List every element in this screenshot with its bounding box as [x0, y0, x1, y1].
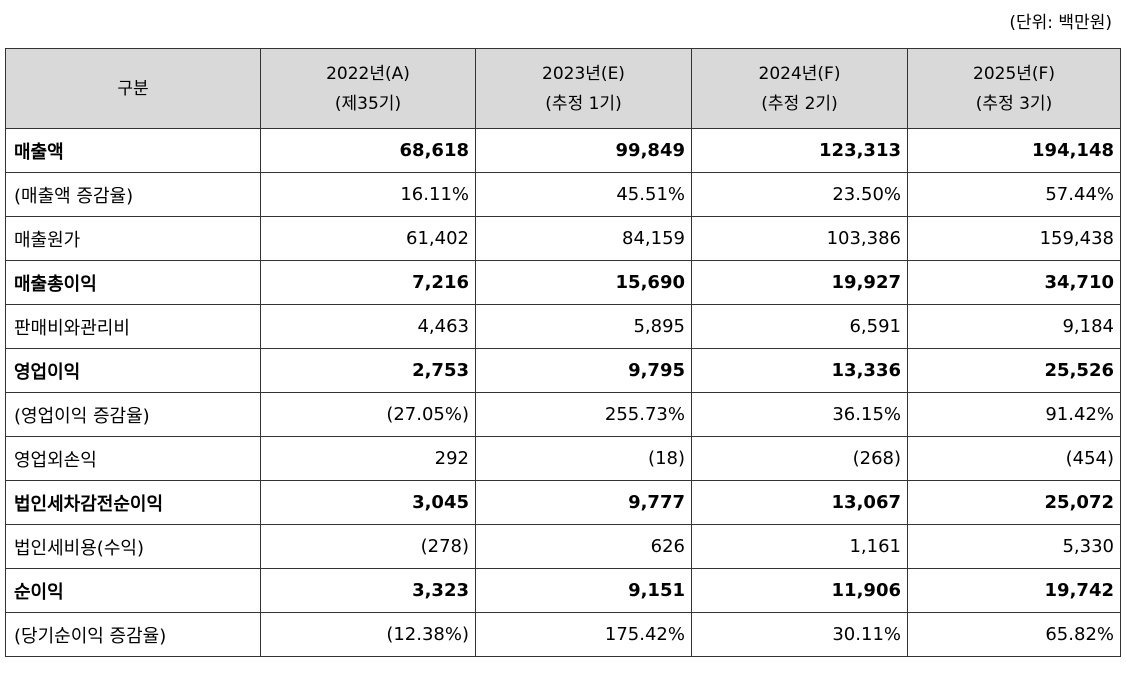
row-label: 영업외손익	[5, 436, 261, 481]
row-label: 법인세차감전순이익	[5, 480, 261, 525]
row-value: 13,067	[691, 480, 908, 525]
row-label: (당기순이익 증감율)	[5, 612, 261, 657]
row-label: 매출원가	[5, 216, 261, 261]
row-value: 103,386	[691, 216, 908, 261]
row-label: 순이익	[5, 568, 261, 613]
row-label: 판매비와관리비	[5, 304, 261, 349]
row-value: 255.73%	[475, 392, 692, 437]
row-value: 3,045	[260, 480, 476, 525]
header-row: 구분 2022년(A) (제35기) 2023년(E) (추정 1기) 2024…	[5, 48, 1121, 129]
row-value: 292	[260, 436, 476, 481]
row-value: 9,151	[475, 568, 692, 613]
row-value: (454)	[907, 436, 1121, 481]
row-value: 23.50%	[691, 172, 908, 217]
row-value: 91.42%	[907, 392, 1121, 437]
row-value: 5,895	[475, 304, 692, 349]
table-row: (영업이익 증감율) (27.05%) 255.73% 36.15% 91.42%	[5, 392, 1121, 437]
row-value: (18)	[475, 436, 692, 481]
table-row: 법인세비용(수익) (278) 626 1,161 5,330	[5, 524, 1121, 569]
row-value: 5,330	[907, 524, 1121, 569]
row-value: 13,336	[691, 348, 908, 393]
table-body: 매출액 68,618 99,849 123,313 194,148 (매출액 증감율) 16…	[5, 128, 1121, 657]
table-row: 매출원가 61,402 84,159 103,386 159,438	[5, 216, 1121, 261]
row-value: 65.82%	[907, 612, 1121, 657]
row-value: 7,216	[260, 260, 476, 305]
row-label: 법인세비용(수익)	[5, 524, 261, 569]
row-value: 9,777	[475, 480, 692, 525]
unit-note: (단위: 백만원)	[1009, 13, 1112, 33]
row-value: 16.11%	[260, 172, 476, 217]
header-sub: (제35기)	[334, 93, 402, 114]
row-value: 4,463	[260, 304, 476, 349]
header-col-2023: 2023년(E) (추정 1기)	[475, 48, 692, 129]
row-value: 30.11%	[691, 612, 908, 657]
row-value: 9,184	[907, 304, 1121, 349]
row-value: 36.15%	[691, 392, 908, 437]
row-value: 1,161	[691, 524, 908, 569]
row-value: 15,690	[475, 260, 692, 305]
header-year: 2022년(A)	[326, 63, 410, 84]
row-value: 45.51%	[475, 172, 692, 217]
row-value: 68,618	[260, 128, 476, 173]
header-sub: (추정 1기)	[545, 93, 622, 114]
table-row: 매출액 68,618 99,849 123,313 194,148	[5, 128, 1121, 173]
row-value: 175.42%	[475, 612, 692, 657]
row-value: (27.05%)	[260, 392, 476, 437]
header-category: 구분	[5, 48, 261, 129]
row-value: 25,526	[907, 348, 1121, 393]
row-value: 25,072	[907, 480, 1121, 525]
row-value: 19,742	[907, 568, 1121, 613]
row-value: 11,906	[691, 568, 908, 613]
row-value: 19,927	[691, 260, 908, 305]
row-value: 626	[475, 524, 692, 569]
header-sub: (추정 3기)	[975, 93, 1053, 114]
row-value: 2,753	[260, 348, 476, 393]
table-row: 영업이익 2,753 9,795 13,336 25,526	[5, 348, 1121, 393]
header-col-2022: 2022년(A) (제35기)	[260, 48, 476, 129]
table-row: 영업외손익 292 (18) (268) (454)	[5, 436, 1121, 481]
row-value: 123,313	[691, 128, 908, 173]
table-row: 판매비와관리비 4,463 5,895 6,591 9,184	[5, 304, 1121, 349]
table-row: 법인세차감전순이익 3,045 9,777 13,067 25,072	[5, 480, 1121, 525]
row-value: 6,591	[691, 304, 908, 349]
header-col-2025: 2025년(F) (추정 3기)	[907, 48, 1121, 129]
row-value: (268)	[691, 436, 908, 481]
row-label: 영업이익	[5, 348, 261, 393]
table-row: 순이익 3,323 9,151 11,906 19,742	[5, 568, 1121, 613]
table-row: (당기순이익 증감율) (12.38%) 175.42% 30.11% 65.82%	[5, 612, 1121, 657]
financial-table: 구분 2022년(A) (제35기) 2023년(E) (추정 1기) 2024…	[5, 48, 1121, 657]
row-value: 194,148	[907, 128, 1121, 173]
row-value: (278)	[260, 524, 476, 569]
header-year: 2023년(E)	[542, 63, 625, 84]
header-year: 2024년(F)	[758, 63, 841, 84]
row-label: 매출총이익	[5, 260, 261, 305]
header-sub: (추정 2기)	[761, 93, 838, 114]
row-value: 99,849	[475, 128, 692, 173]
row-value: 84,159	[475, 216, 692, 261]
row-value: 57.44%	[907, 172, 1121, 217]
header-year: 2025년(F)	[973, 63, 1055, 84]
row-value: 34,710	[907, 260, 1121, 305]
row-value: 159,438	[907, 216, 1121, 261]
table-row: (매출액 증감율) 16.11% 45.51% 23.50% 57.44%	[5, 172, 1121, 217]
row-label: 매출액	[5, 128, 261, 173]
header-col-2024: 2024년(F) (추정 2기)	[691, 48, 908, 129]
row-value: (12.38%)	[260, 612, 476, 657]
table-row: 매출총이익 7,216 15,690 19,927 34,710	[5, 260, 1121, 305]
row-value: 9,795	[475, 348, 692, 393]
row-value: 3,323	[260, 568, 476, 613]
row-label: (매출액 증감율)	[5, 172, 261, 217]
row-value: 61,402	[260, 216, 476, 261]
row-label: (영업이익 증감율)	[5, 392, 261, 437]
